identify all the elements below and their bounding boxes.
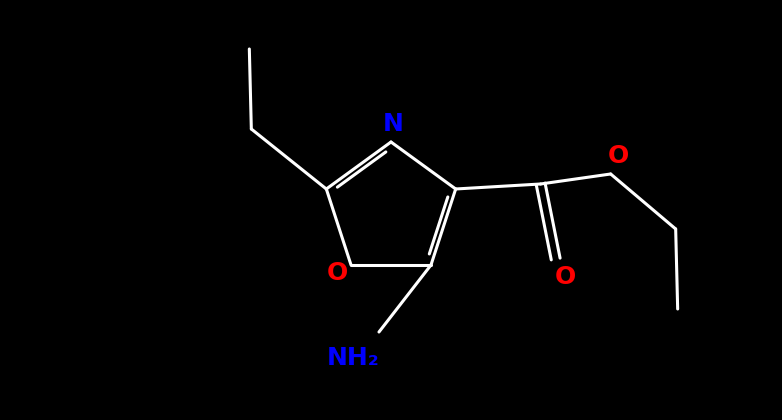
Text: O: O [326, 261, 348, 285]
Text: O: O [555, 265, 576, 289]
Text: NH₂: NH₂ [327, 346, 379, 370]
Text: N: N [382, 112, 404, 136]
Text: O: O [608, 144, 630, 168]
